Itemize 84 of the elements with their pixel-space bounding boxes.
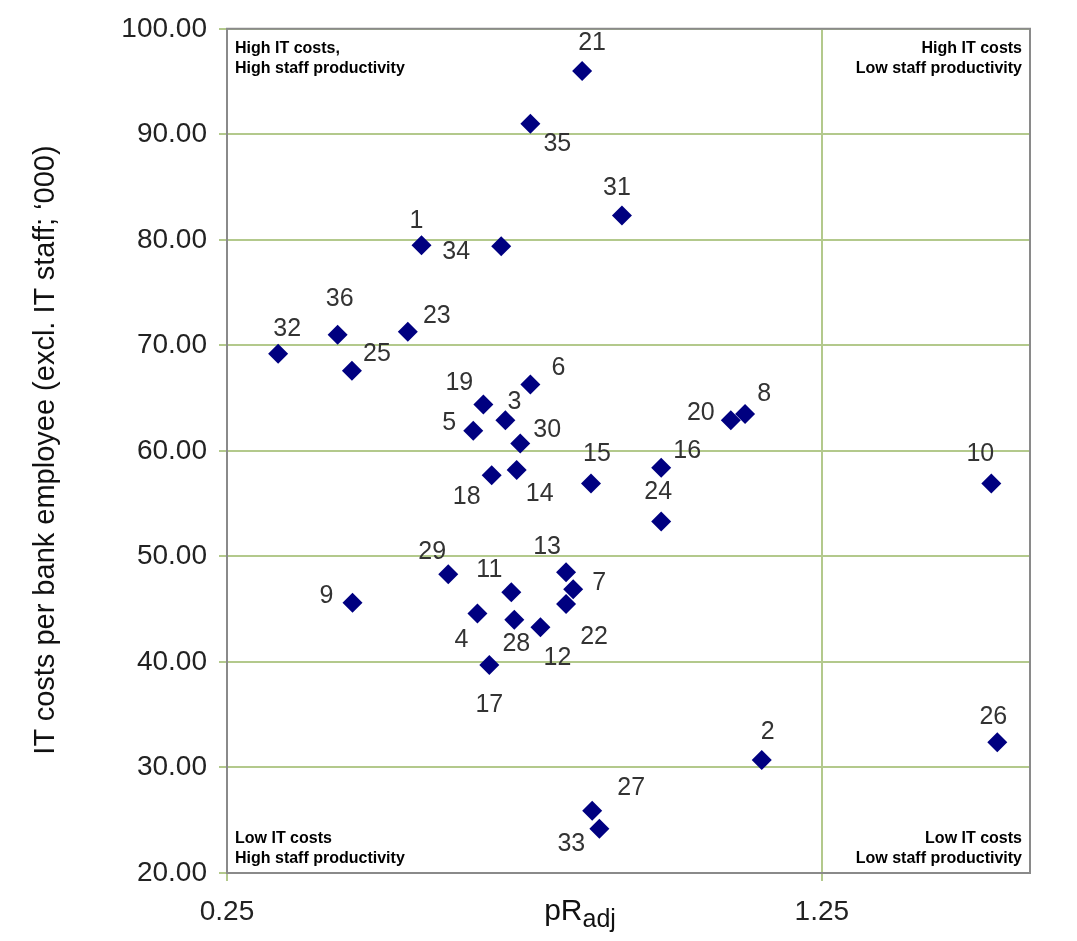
annotation: 26 <box>979 701 1008 730</box>
annotation: 1 <box>409 205 424 234</box>
point <box>751 750 772 771</box>
annotation: 18 <box>452 481 481 510</box>
x-tick-label: 1.25 <box>794 894 850 926</box>
point <box>651 511 672 532</box>
point <box>341 360 362 381</box>
y-tick-label: 70.00 <box>136 328 207 360</box>
annotation: Low IT costs High staff productivity <box>235 829 405 866</box>
point <box>501 582 522 603</box>
point <box>506 459 527 480</box>
annotation: 36 <box>325 282 354 311</box>
y-tick-label: 50.00 <box>136 539 207 571</box>
point <box>491 236 512 257</box>
annotation: High IT costs Low staff productivity <box>855 38 1023 76</box>
point <box>495 410 516 431</box>
annotation: 30 <box>533 414 562 443</box>
point <box>342 592 363 613</box>
point <box>504 609 525 630</box>
annotation: 19 <box>445 367 474 396</box>
annotation: 28 <box>502 627 531 656</box>
point <box>520 374 541 395</box>
point <box>651 457 672 478</box>
annotation: 25 <box>363 337 391 366</box>
point <box>397 321 418 342</box>
point <box>589 818 610 839</box>
point <box>987 732 1008 753</box>
annotation: 20 <box>686 397 715 426</box>
y-axis-title: IT costs per bank employee (excl. IT staff; ‘000) <box>27 145 61 755</box>
point <box>327 324 348 345</box>
point <box>463 420 484 441</box>
y-tick-label: 90.00 <box>136 117 207 149</box>
annotation: 27 <box>617 771 646 800</box>
annotation: 14 <box>525 477 554 506</box>
point <box>572 61 593 82</box>
y-tick-label: 40.00 <box>136 644 207 676</box>
annotation: 11 <box>476 554 503 583</box>
point <box>981 473 1002 494</box>
point <box>735 403 756 424</box>
x-axis-title: pR$_{adj}$ <box>543 892 617 934</box>
y-tick-label: 100.00 <box>121 11 207 43</box>
annotation: 3 <box>507 386 522 415</box>
annotation: 13 <box>533 531 561 560</box>
annotation: 35 <box>543 127 572 156</box>
annotation: 2 <box>760 715 775 744</box>
point <box>530 617 551 638</box>
point <box>611 205 632 226</box>
point <box>581 473 602 494</box>
point <box>582 800 603 821</box>
point <box>467 603 488 624</box>
point <box>510 433 531 454</box>
point <box>481 465 502 486</box>
annotation: 6 <box>551 352 566 381</box>
point <box>563 579 584 600</box>
annotation: 22 <box>580 620 608 649</box>
point <box>473 394 494 415</box>
point <box>556 593 577 614</box>
y-tick-label: 30.00 <box>136 750 207 782</box>
point <box>268 343 289 364</box>
annotation: 7 <box>592 567 607 596</box>
annotation: 33 <box>557 827 586 856</box>
annotation: 32 <box>273 312 302 341</box>
annotation: 17 <box>475 689 504 718</box>
annotation: 21 <box>578 26 607 55</box>
annotation: 9 <box>319 579 334 608</box>
annotation: 4 <box>454 624 469 653</box>
point <box>479 655 500 676</box>
point <box>438 564 459 585</box>
point <box>411 235 432 256</box>
annotation: 8 <box>757 377 772 406</box>
annotation: 24 <box>644 476 673 505</box>
annotation: 31 <box>603 172 631 201</box>
annotation: Low IT costs Low staff productivity <box>855 829 1023 866</box>
y-tick-label: 80.00 <box>136 222 207 254</box>
annotation: 5 <box>442 406 457 435</box>
annotation: High IT costs, High staff productivity <box>235 38 405 76</box>
x-tick-label: 0.25 <box>199 894 255 926</box>
annotation: 34 <box>442 236 471 265</box>
point <box>520 113 541 134</box>
y-tick-label: 60.00 <box>136 433 207 465</box>
point <box>720 410 741 431</box>
point <box>556 562 577 583</box>
y-tick-label: 20.00 <box>136 855 207 887</box>
annotation: 23 <box>422 299 451 328</box>
